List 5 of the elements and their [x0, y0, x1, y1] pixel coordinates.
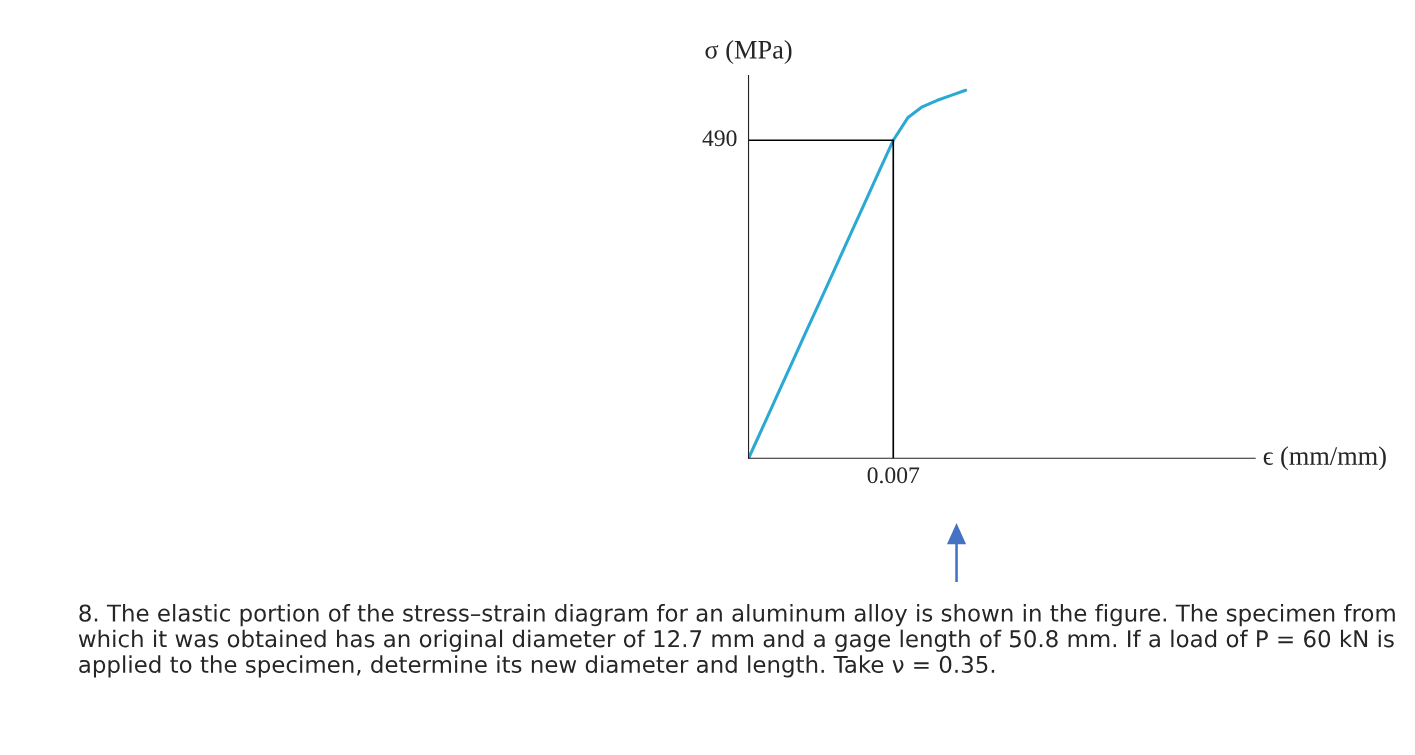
text: 8. The elastic portion of the stress–strain diagram for an aluminum alloy is shown in the figure. The specimen from which it was obtained has an original diameter of 12.7 mm and a gage length of 50.8 mm. If a load of P = 60 kN is applied to the specimen, determine its new diameter and length. Take ν = 0.35.	[78, 604, 1395, 678]
x-axis-title: ϵ (mm/mm)	[1263, 446, 1386, 471]
text: 490	[702, 130, 737, 147]
y-axis-title: σ (MPa)	[705, 40, 792, 65]
text: 0.007	[867, 467, 920, 484]
